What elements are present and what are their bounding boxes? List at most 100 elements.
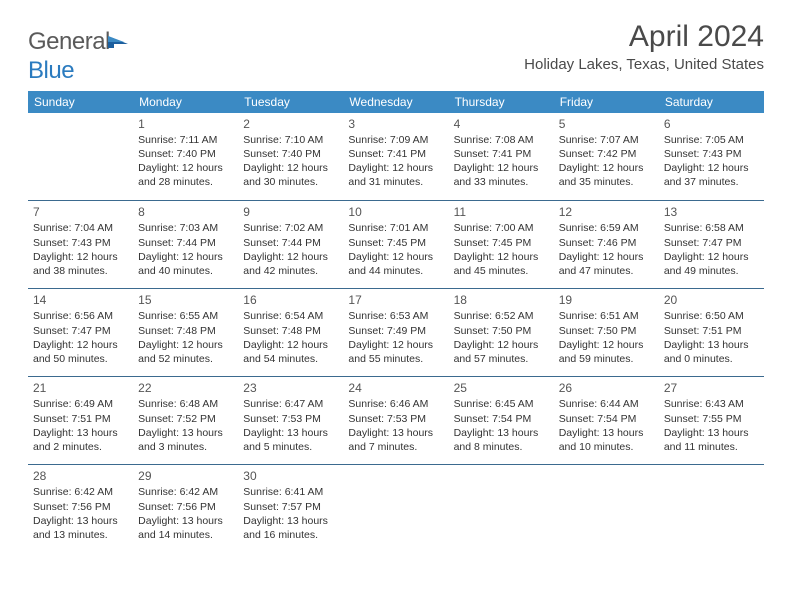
weekday-header: Friday (554, 91, 659, 113)
daylight-text: and 2 minutes. (33, 440, 128, 454)
daylight-text: Daylight: 13 hours (664, 426, 759, 440)
calendar-cell: 19Sunrise: 6:51 AMSunset: 7:50 PMDayligh… (554, 289, 659, 377)
calendar-cell: 1Sunrise: 7:11 AMSunset: 7:40 PMDaylight… (133, 113, 238, 201)
sunrise-text: Sunrise: 7:01 AM (348, 221, 443, 235)
sunset-text: Sunset: 7:44 PM (138, 236, 233, 250)
sunrise-text: Sunrise: 7:08 AM (454, 133, 549, 147)
sunrise-text: Sunrise: 7:05 AM (664, 133, 759, 147)
sunrise-text: Sunrise: 6:43 AM (664, 397, 759, 411)
daylight-text: and 14 minutes. (138, 528, 233, 542)
sunset-text: Sunset: 7:54 PM (454, 412, 549, 426)
sunrise-text: Sunrise: 6:42 AM (33, 485, 128, 499)
day-number: 16 (243, 292, 338, 308)
day-number: 11 (454, 204, 549, 220)
sunset-text: Sunset: 7:54 PM (559, 412, 654, 426)
daylight-text: Daylight: 13 hours (664, 338, 759, 352)
day-number: 6 (664, 116, 759, 132)
day-number: 27 (664, 380, 759, 396)
sunrise-text: Sunrise: 6:50 AM (664, 309, 759, 323)
calendar-cell: 11Sunrise: 7:00 AMSunset: 7:45 PMDayligh… (449, 201, 554, 289)
daylight-text: Daylight: 12 hours (559, 338, 654, 352)
calendar-cell: 16Sunrise: 6:54 AMSunset: 7:48 PMDayligh… (238, 289, 343, 377)
calendar-cell: 29Sunrise: 6:42 AMSunset: 7:56 PMDayligh… (133, 465, 238, 553)
logo-word1: General (28, 28, 110, 55)
daylight-text: Daylight: 12 hours (664, 250, 759, 264)
calendar-cell: 5Sunrise: 7:07 AMSunset: 7:42 PMDaylight… (554, 113, 659, 201)
calendar-cell: 30Sunrise: 6:41 AMSunset: 7:57 PMDayligh… (238, 465, 343, 553)
calendar-page: General Blue April 2024 Holiday Lakes, T… (0, 0, 792, 573)
sunrise-text: Sunrise: 6:48 AM (138, 397, 233, 411)
calendar-cell: 12Sunrise: 6:59 AMSunset: 7:46 PMDayligh… (554, 201, 659, 289)
sunrise-text: Sunrise: 6:58 AM (664, 221, 759, 235)
sunset-text: Sunset: 7:52 PM (138, 412, 233, 426)
day-number: 13 (664, 204, 759, 220)
weekday-header: Monday (133, 91, 238, 113)
sunrise-text: Sunrise: 7:10 AM (243, 133, 338, 147)
daylight-text: Daylight: 12 hours (664, 161, 759, 175)
daylight-text: and 8 minutes. (454, 440, 549, 454)
sunset-text: Sunset: 7:43 PM (33, 236, 128, 250)
daylight-text: and 16 minutes. (243, 528, 338, 542)
daylight-text: Daylight: 12 hours (454, 338, 549, 352)
calendar-cell: 4Sunrise: 7:08 AMSunset: 7:41 PMDaylight… (449, 113, 554, 201)
location-text: Holiday Lakes, Texas, United States (524, 56, 764, 73)
calendar-cell: 14Sunrise: 6:56 AMSunset: 7:47 PMDayligh… (28, 289, 133, 377)
sunrise-text: Sunrise: 7:11 AM (138, 133, 233, 147)
daylight-text: Daylight: 13 hours (454, 426, 549, 440)
calendar-cell: 2Sunrise: 7:10 AMSunset: 7:40 PMDaylight… (238, 113, 343, 201)
daylight-text: Daylight: 12 hours (454, 250, 549, 264)
calendar-cell: 10Sunrise: 7:01 AMSunset: 7:45 PMDayligh… (343, 201, 448, 289)
daylight-text: Daylight: 12 hours (33, 338, 128, 352)
daylight-text: and 10 minutes. (559, 440, 654, 454)
day-number: 9 (243, 204, 338, 220)
day-number: 8 (138, 204, 233, 220)
sunset-text: Sunset: 7:57 PM (243, 500, 338, 514)
sunrise-text: Sunrise: 6:56 AM (33, 309, 128, 323)
sunset-text: Sunset: 7:55 PM (664, 412, 759, 426)
sunrise-text: Sunrise: 6:55 AM (138, 309, 233, 323)
weekday-header-row: SundayMondayTuesdayWednesdayThursdayFrid… (28, 91, 764, 113)
sunset-text: Sunset: 7:46 PM (559, 236, 654, 250)
day-number: 22 (138, 380, 233, 396)
calendar-cell: 18Sunrise: 6:52 AMSunset: 7:50 PMDayligh… (449, 289, 554, 377)
day-number: 10 (348, 204, 443, 220)
daylight-text: and 59 minutes. (559, 352, 654, 366)
sunrise-text: Sunrise: 6:53 AM (348, 309, 443, 323)
day-number: 26 (559, 380, 654, 396)
day-number: 1 (138, 116, 233, 132)
daylight-text: and 30 minutes. (243, 175, 338, 189)
daylight-text: and 47 minutes. (559, 264, 654, 278)
daylight-text: and 38 minutes. (33, 264, 128, 278)
calendar-cell: 6Sunrise: 7:05 AMSunset: 7:43 PMDaylight… (659, 113, 764, 201)
daylight-text: and 28 minutes. (138, 175, 233, 189)
daylight-text: and 42 minutes. (243, 264, 338, 278)
daylight-text: and 40 minutes. (138, 264, 233, 278)
sunrise-text: Sunrise: 6:44 AM (559, 397, 654, 411)
sunset-text: Sunset: 7:45 PM (454, 236, 549, 250)
day-number: 20 (664, 292, 759, 308)
sunrise-text: Sunrise: 6:42 AM (138, 485, 233, 499)
daylight-text: and 49 minutes. (664, 264, 759, 278)
daylight-text: Daylight: 13 hours (138, 514, 233, 528)
daylight-text: and 45 minutes. (454, 264, 549, 278)
calendar-row: 7Sunrise: 7:04 AMSunset: 7:43 PMDaylight… (28, 201, 764, 289)
day-number: 7 (33, 204, 128, 220)
calendar-cell: 28Sunrise: 6:42 AMSunset: 7:56 PMDayligh… (28, 465, 133, 553)
sunset-text: Sunset: 7:41 PM (348, 147, 443, 161)
daylight-text: Daylight: 13 hours (348, 426, 443, 440)
sunrise-text: Sunrise: 6:49 AM (33, 397, 128, 411)
calendar-cell-empty (28, 113, 133, 201)
logo: General Blue (28, 20, 130, 85)
header: General Blue April 2024 Holiday Lakes, T… (28, 20, 764, 85)
calendar-cell: 25Sunrise: 6:45 AMSunset: 7:54 PMDayligh… (449, 377, 554, 465)
daylight-text: Daylight: 13 hours (138, 426, 233, 440)
calendar-cell: 15Sunrise: 6:55 AMSunset: 7:48 PMDayligh… (133, 289, 238, 377)
calendar-cell-empty (659, 465, 764, 553)
calendar-cell: 13Sunrise: 6:58 AMSunset: 7:47 PMDayligh… (659, 201, 764, 289)
sunset-text: Sunset: 7:48 PM (243, 324, 338, 338)
weekday-header: Tuesday (238, 91, 343, 113)
calendar-cell: 22Sunrise: 6:48 AMSunset: 7:52 PMDayligh… (133, 377, 238, 465)
daylight-text: Daylight: 12 hours (243, 338, 338, 352)
weekday-header: Sunday (28, 91, 133, 113)
calendar-cell: 27Sunrise: 6:43 AMSunset: 7:55 PMDayligh… (659, 377, 764, 465)
